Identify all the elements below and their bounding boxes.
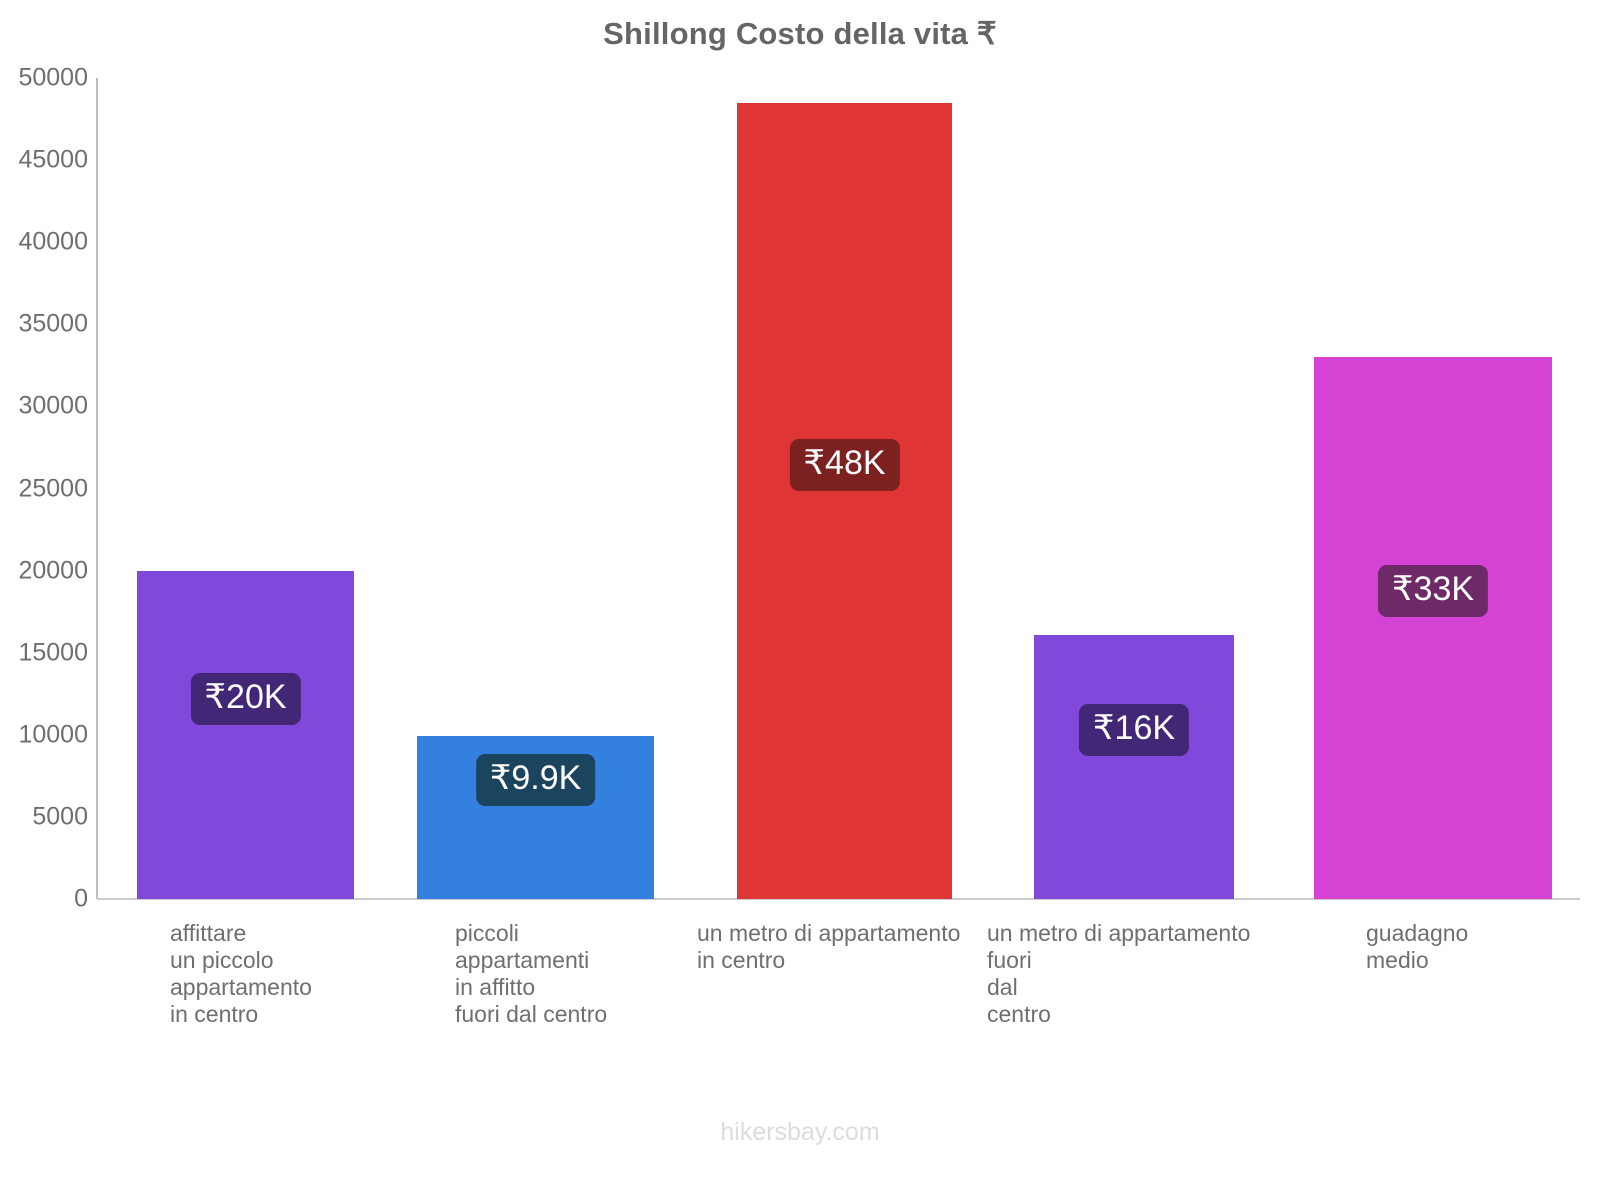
y-axis-tick-label: 20000 [18, 556, 88, 585]
y-axis-tick-label: 25000 [18, 474, 88, 502]
x-axis-category-label: un metro di appartamento fuori dal centr… [987, 920, 1251, 1028]
y-axis-tick-label: 10000 [18, 720, 88, 749]
y-axis-tick-label: 0 [74, 884, 88, 913]
y-axis-tick-label: 15000 [18, 638, 88, 667]
bar[interactable]: ₹9.9K [417, 736, 654, 899]
y-axis-line [96, 78, 98, 899]
bar-value-label: ₹9.9K [475, 753, 596, 806]
y-axis-tick-label: 5000 [32, 802, 88, 831]
y-axis-tick-label: 35000 [18, 309, 88, 338]
bar[interactable]: ₹16K [1034, 634, 1234, 899]
y-axis-tick-label: 50000 [18, 63, 88, 92]
x-axis-category-label: guadagno medio [1366, 920, 1469, 974]
bar[interactable]: ₹33K [1314, 357, 1552, 899]
bar[interactable]: ₹48K [737, 102, 952, 899]
y-axis-tick-label: 40000 [18, 227, 88, 256]
y-axis-tick-label: 30000 [18, 391, 88, 420]
x-axis-line [97, 898, 1580, 900]
bar-value-label: ₹48K [789, 438, 900, 491]
bar-value-label: ₹20K [190, 672, 301, 725]
bar[interactable]: ₹20K [137, 570, 354, 899]
chart-title: Shillong Costo della vita ₹ [603, 16, 997, 51]
x-axis-category-label: piccoli appartamenti in affitto fuori da… [455, 920, 608, 1028]
x-axis-category-label: affittare un piccolo appartamento in cen… [170, 920, 312, 1028]
y-axis-zero-tick [97, 898, 137, 900]
watermark-text: hikersbay.com [720, 1118, 880, 1146]
bar-value-label: ₹16K [1078, 703, 1190, 756]
y-axis-tick-label: 45000 [18, 145, 88, 174]
x-axis-category-label: un metro di appartamento in centro [697, 920, 961, 974]
y-axis-tick-labels: 50000 45000 40000 35000 30000 25000 20000 15000… [0, 0, 88, 1200]
bar-value-label: ₹33K [1377, 564, 1489, 617]
